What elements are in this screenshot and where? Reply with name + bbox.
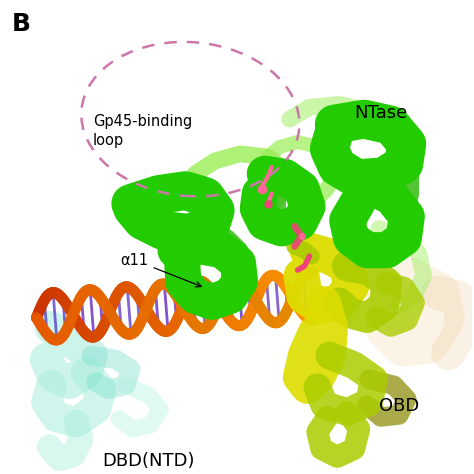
Text: α11: α11 [120,253,201,287]
Text: NTase: NTase [354,104,408,122]
Text: OBD: OBD [379,397,419,415]
Text: DBD(NTD): DBD(NTD) [102,452,195,470]
Text: Gp45-binding
loop: Gp45-binding loop [93,114,192,148]
Text: B: B [12,12,31,36]
